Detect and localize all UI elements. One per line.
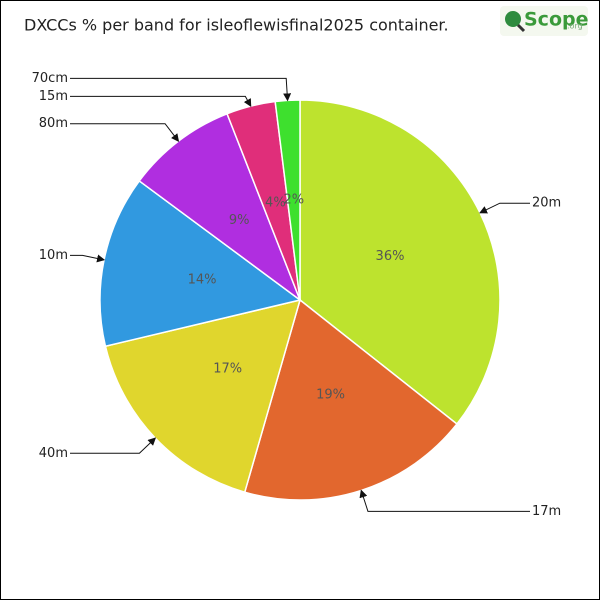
percent-label: 14% bbox=[188, 272, 217, 287]
leader-line bbox=[70, 254, 106, 263]
percent-label: 19% bbox=[316, 388, 345, 403]
leader-line bbox=[70, 77, 292, 102]
logo-icon bbox=[505, 11, 521, 27]
category-label: 10m bbox=[39, 248, 68, 263]
category-label: 70cm bbox=[32, 71, 68, 86]
percent-label: 9% bbox=[229, 213, 250, 228]
category-label: 80m bbox=[39, 116, 68, 131]
percent-label: 2% bbox=[283, 193, 304, 208]
category-label: 20m bbox=[532, 196, 561, 211]
category-label: 17m bbox=[532, 504, 561, 519]
leader-line bbox=[70, 95, 252, 108]
logo-text: Scope bbox=[524, 9, 589, 31]
percent-label: 17% bbox=[213, 362, 242, 377]
leader-line bbox=[479, 202, 530, 214]
percent-label: 4% bbox=[265, 196, 286, 211]
leader-line bbox=[359, 489, 530, 512]
logo: Scope .org bbox=[500, 6, 589, 36]
logo-handle bbox=[516, 23, 526, 33]
percent-label: 36% bbox=[376, 249, 405, 264]
category-label: 40m bbox=[39, 446, 68, 461]
logo-suffix: .org bbox=[567, 22, 583, 31]
leader-line bbox=[70, 123, 180, 142]
chart-title: DXCCs % per band for isleoflewisfinal202… bbox=[24, 16, 449, 35]
category-label: 15m bbox=[39, 89, 68, 104]
leader-line bbox=[70, 437, 157, 454]
